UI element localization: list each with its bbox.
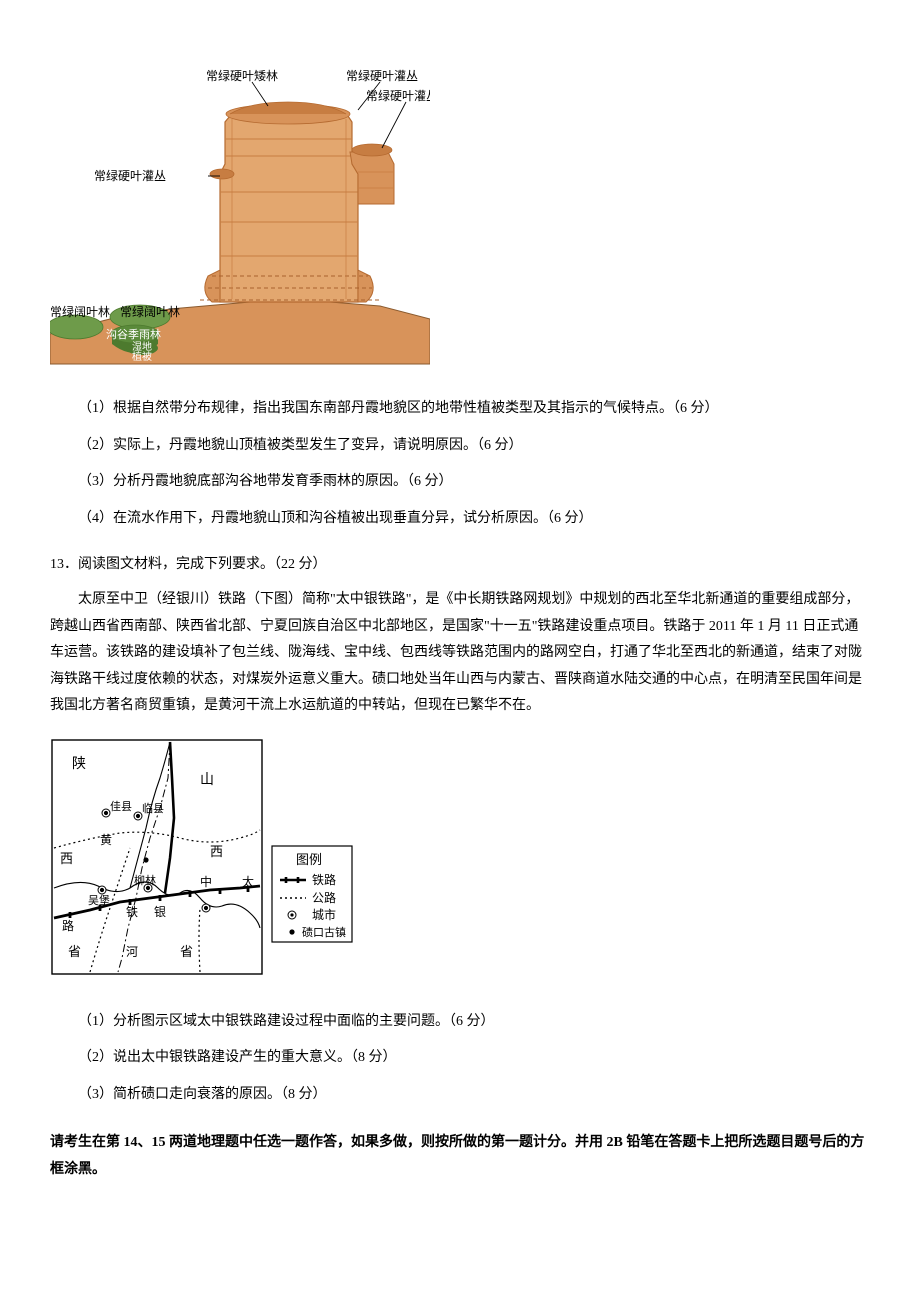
map-lu: 路	[62, 918, 74, 933]
map-tai: 太	[242, 874, 254, 889]
lbl-top-right2: 常绿硬叶灌丛	[366, 88, 430, 103]
lbl-wet2: 植被	[132, 350, 152, 363]
q12-4: （4）在流水作用下，丹霞地貌山顶和沟谷植被出现垂直分异，试分析原因。（6 分）	[50, 506, 870, 533]
q12-3: （3）分析丹霞地貌底部沟谷地带发育季雨林的原因。（6 分）	[50, 469, 870, 496]
q13-2: （2）说出太中银铁路建设产生的重大意义。（8 分）	[50, 1045, 870, 1072]
map-tie: 铁	[126, 905, 138, 919]
map-xi2: 西	[210, 844, 223, 859]
map-huang: 黄	[100, 833, 112, 847]
map-sheng2: 省	[180, 944, 193, 959]
map-zhong: 中	[200, 874, 212, 889]
map-xi: 西	[60, 851, 73, 866]
q13-1: （1）分析图示区域太中银铁路建设过程中面临的主要问题。（6 分）	[50, 1009, 870, 1036]
q13-para: 太原至中卫（经银川）铁路（下图）简称"太中银铁路"，是《中长期铁路网规划》中规划…	[50, 587, 870, 720]
map-shanxi: 山	[200, 772, 214, 788]
lbl-valley: 沟谷季雨林	[106, 327, 161, 341]
selection-instruction: 请考生在第 14、15 两道地理题中任选一题作答，如果多做，则按所做的第一题计分…	[50, 1130, 870, 1183]
legend-road: 公路	[312, 890, 336, 905]
danxia-svg: 常绿硬叶矮林 常绿硬叶灌丛 常绿硬叶灌丛 常绿硬叶灌丛 常绿阔叶林 常绿阔叶林 …	[50, 44, 430, 374]
railway-map-figure: 陕 山 西 西 省 省 路 铁 银 中 太 河 黄 佳县 临县 吴堡 柳林 图例…	[50, 738, 870, 989]
legend-title: 图例	[296, 852, 322, 867]
danxia-figure: 常绿硬叶矮林 常绿硬叶灌丛 常绿硬叶灌丛 常绿硬叶灌丛 常绿阔叶林 常绿阔叶林 …	[50, 44, 870, 374]
lbl-mid-left: 常绿硬叶灌丛	[94, 168, 166, 183]
railway-map-svg: 陕 山 西 西 省 省 路 铁 银 中 太 河 黄 佳县 临县 吴堡 柳林 图例…	[50, 738, 360, 978]
lbl-bl1: 常绿阔叶林	[50, 304, 110, 319]
map-shaanxi: 陕	[72, 756, 86, 772]
map-yin: 银	[154, 905, 166, 919]
map-lin: 临县	[142, 801, 164, 815]
lbl-top-right1: 常绿硬叶灌丛	[346, 68, 418, 83]
map-jia: 佳县	[110, 799, 132, 813]
legend-rail: 铁路	[312, 872, 336, 887]
map-liulin: 柳林	[134, 873, 156, 887]
legend-city: 城市	[312, 907, 336, 922]
lbl-top-left: 常绿硬叶矮林	[206, 68, 278, 83]
q12-1: （1）根据自然带分布规律，指出我国东南部丹霞地貌区的地带性植被类型及其指示的气候…	[50, 396, 870, 423]
q13-3: （3）简析碛口走向衰落的原因。（8 分）	[50, 1082, 870, 1109]
q13-heading: 13．阅读图文材料，完成下列要求。（22 分）	[50, 552, 870, 579]
legend-town: 碛口古镇	[302, 925, 346, 939]
lbl-bl2: 常绿阔叶林	[120, 304, 180, 319]
q12-2: （2）实际上，丹霞地貌山顶植被类型发生了变异，请说明原因。（6 分）	[50, 433, 870, 460]
map-wubao: 吴堡	[88, 893, 110, 907]
map-sheng: 省	[68, 944, 81, 959]
map-he: 河	[126, 945, 138, 959]
